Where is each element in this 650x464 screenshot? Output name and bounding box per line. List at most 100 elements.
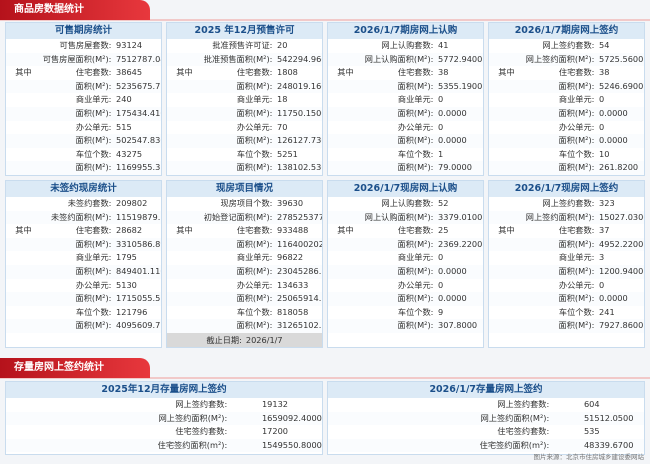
stat-row: 面积(M²): 0.0000 [489, 292, 644, 306]
stat-row: 其中 住宅套数: 37 [489, 224, 644, 238]
stat-row: 面积(M²): 4952.2200 [489, 237, 644, 252]
row-label: 面积(M²): [236, 80, 273, 91]
row-label: 办公单元: [236, 121, 273, 132]
stat-row: 网上认购面积(M²): 3379.0100 [328, 210, 483, 225]
row-prefix: 其中 [176, 67, 193, 78]
row-label: 办公单元: [397, 121, 434, 132]
stat-row: 面积(M²): 0.0000 [328, 106, 483, 121]
row-label: 网上认购面积(M²): [364, 211, 434, 222]
row-value: 18 [277, 94, 288, 105]
row-label: 住宅套数: [236, 67, 273, 78]
panel-title: 2026/1/7现房网上认购 [328, 181, 483, 197]
row-label: 车位个数: [397, 148, 434, 159]
stat-row: 其中 住宅套数: 1808 [167, 66, 322, 80]
row-label: 网上签约面积(M²): [525, 211, 595, 222]
row-value: 1808 [277, 67, 298, 78]
row-label: 面积(M²): [397, 162, 434, 173]
row-value: 15027.0300 [599, 211, 645, 222]
stat-row: 网上签约面积(M²): 1659092.4000 [6, 411, 322, 426]
row-value: 0 [438, 279, 444, 290]
row-value: 37 [599, 225, 610, 236]
row-prefix: 其中 [337, 67, 354, 78]
row-value: 0.0000 [599, 107, 628, 118]
stat-row: 办公单元: 0 [328, 279, 483, 293]
stat-row: 车位个数: 818058 [167, 306, 322, 320]
row-value: 11750.1500 [277, 107, 323, 118]
stat-row: 面积(M²): 0.0000 [328, 134, 483, 148]
row-label: 住宅套数: [397, 67, 434, 78]
panel-title: 2026/1/7现房网上签约 [489, 181, 644, 197]
row-value: 52 [438, 198, 449, 208]
stat-row: 面积(M²): 1169955.3300 [6, 161, 161, 175]
stat-row: 网上认购面积(M²): 5772.9400 [328, 52, 483, 67]
stat-row: 面积(M²): 5246.6900 [489, 79, 644, 94]
row-prefix: 其中 [498, 67, 515, 78]
row-label: 住宅套数: [397, 225, 434, 236]
row-value: 116400202.3100 [277, 238, 322, 249]
row-value: 38 [438, 67, 449, 78]
stat-row: 商业单元: 1795 [6, 251, 161, 265]
row-value: 20 [277, 40, 288, 50]
row-prefix: 其中 [498, 225, 515, 236]
stat-row: 办公单元: 0 [489, 279, 644, 293]
stat-row: 住宅签约面积(m²): 1549550.8000 [6, 438, 322, 453]
stat-row: 网上签约套数: 54 [489, 39, 644, 53]
row-label: 面积(M²): [75, 162, 112, 173]
row-label: 办公单元: [236, 279, 273, 290]
stat-row: 车位个数: 121796 [6, 306, 161, 320]
row-label: 面积(M²): [397, 238, 434, 249]
row-value: 96822 [277, 252, 304, 263]
stat-row: 网上签约套数: 604 [328, 398, 644, 412]
row-value: 93124 [116, 40, 143, 50]
stat-row: 未签约套数: 209802 [6, 197, 161, 211]
row-label: 网上签约面积(M²): [525, 53, 595, 64]
stat-row: 面积(M²): 3310586.8900 [6, 237, 161, 252]
row-label: 车位个数: [236, 306, 273, 317]
row-value: 48339.6700 [583, 439, 634, 450]
row-value: 43275 [116, 148, 143, 159]
row-value: 818058 [277, 306, 309, 317]
row-label: 网上签约套数: [542, 198, 595, 208]
row-value: 70 [277, 121, 288, 132]
stat-panel: 2026/1/7现房网上签约 网上签约套数: 323 网上签约面积(M²): 15027… [488, 180, 645, 348]
row-value: 41 [438, 40, 449, 50]
row-label: 车位个数: [75, 148, 112, 159]
row-value: 54 [599, 40, 610, 50]
row-value: 209802 [116, 198, 148, 208]
stat-row: 面积(M²): 175434.4100 [6, 106, 161, 121]
stat-row: 面积(M²): 5235675.7700 [6, 79, 161, 94]
row-value: 0.0000 [438, 135, 467, 146]
row-label: 住宅签约套数: [497, 426, 550, 437]
row-value: 307.8000 [438, 320, 478, 331]
row-label: 面积(M²): [236, 265, 273, 276]
row-label: 网上签约套数: [542, 40, 595, 50]
stat-row: 面积(M²): 1715055.5700 [6, 292, 161, 306]
row-label: 车位个数: [558, 306, 595, 317]
stat-row: 车位个数: 10 [489, 148, 644, 162]
stat-row: 商业单元: 0 [489, 93, 644, 107]
stat-row: 面积(M²): 7927.8600 [489, 319, 644, 333]
row-prefix: 其中 [15, 67, 32, 78]
row-label: 面积(M²): [397, 80, 434, 91]
stat-row: 办公单元: 70 [167, 121, 322, 135]
row-label: 办公单元: [558, 121, 595, 132]
row-value: 23045286.1700 [277, 265, 322, 276]
stat-row: 住宅签约套数: 535 [328, 425, 644, 439]
row-value: 39630 [277, 198, 304, 208]
stat-row: 其中 住宅套数: 933488 [167, 224, 322, 238]
row-value: 323 [599, 198, 615, 208]
row-value: 5772.9400 [438, 53, 483, 64]
row-label: 商业单元: [558, 252, 595, 263]
stat-row: 面积(M²): 11750.1500 [167, 106, 323, 121]
row-label: 商业单元: [75, 94, 112, 105]
stat-panel: 2025 年12月预售许可 批准预售许可证: 20 批准预售面积(M²): 542294… [166, 22, 323, 176]
row-value: 138102.5300 [277, 162, 322, 173]
stat-row: 车位个数: 5251 [167, 148, 322, 162]
row-label: 未签约套数: [67, 198, 112, 208]
stat-row: 商业单元: 0 [328, 93, 483, 107]
row-label: 网上签约套数: [175, 399, 228, 409]
row-label: 车位个数: [558, 148, 595, 159]
stat-row: 车位个数: 43275 [6, 148, 161, 162]
